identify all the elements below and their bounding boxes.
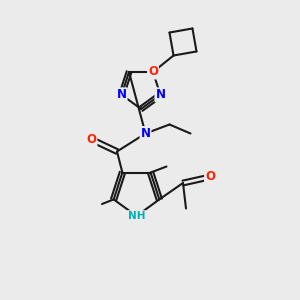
Text: O: O bbox=[148, 65, 158, 79]
Text: N: N bbox=[140, 127, 151, 140]
Text: NH: NH bbox=[128, 211, 145, 221]
Text: O: O bbox=[86, 133, 97, 146]
Text: O: O bbox=[205, 170, 215, 184]
Text: N: N bbox=[117, 88, 127, 101]
Text: N: N bbox=[155, 88, 165, 101]
